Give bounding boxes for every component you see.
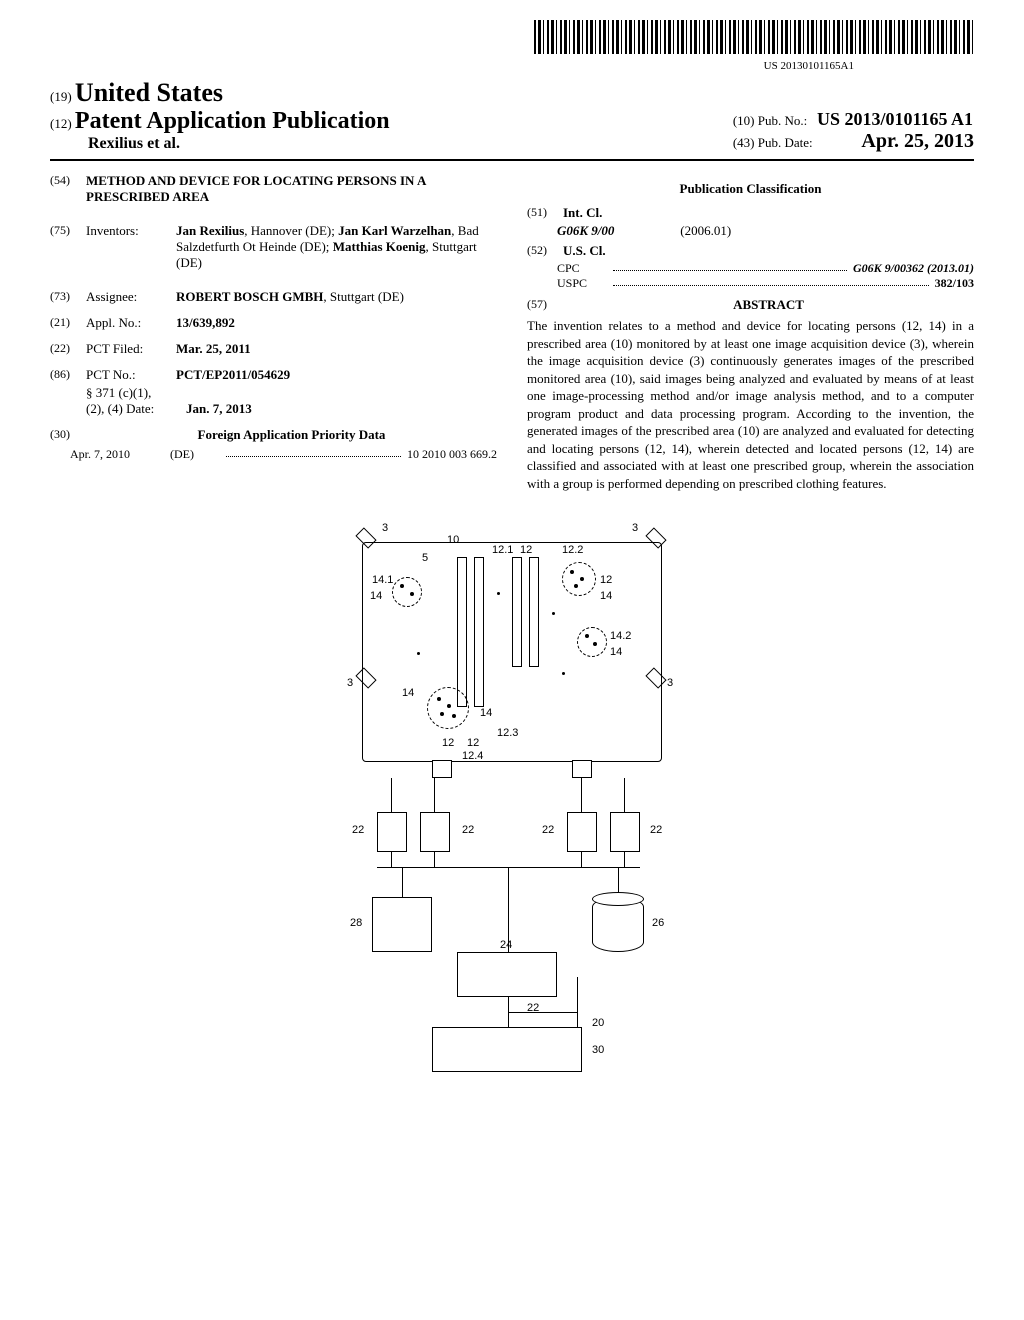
fig-label: 24: [500, 939, 512, 951]
pubno: US 2013/0101165 A1: [817, 109, 973, 129]
assignee: ROBERT BOSCH GMBH, Stuttgart (DE): [176, 289, 497, 305]
fig-label: 22: [650, 824, 662, 836]
abstract-text: The invention relates to a method and de…: [527, 317, 974, 492]
pubno-code: (10): [733, 113, 755, 128]
fig-label: 12.2: [562, 544, 583, 556]
pubdate-label: Pub. Date:: [758, 135, 813, 150]
barcode-number: US 20130101165A1: [50, 60, 854, 72]
fig-label: 3: [667, 677, 673, 689]
pctfiled: Mar. 25, 2011: [176, 341, 497, 357]
fig-label: 3: [347, 677, 353, 689]
fig-label: 12: [520, 544, 532, 556]
abstract-label: ABSTRACT: [563, 297, 974, 313]
left-column: (54) METHOD AND DEVICE FOR LOCATING PERS…: [50, 173, 497, 492]
intcl-label: Int. Cl.: [563, 205, 974, 221]
assignee-label: Assignee:: [86, 289, 176, 305]
fig-label: 22: [352, 824, 364, 836]
priority-code: (30): [50, 427, 86, 443]
applno-label: Appl. No.:: [86, 315, 176, 331]
uspc-label: USPC: [557, 276, 607, 291]
fig-label: 22: [542, 824, 554, 836]
fig-label: 14: [610, 646, 622, 658]
pubdate-code: (43): [733, 135, 755, 150]
s371-date: Jan. 7, 2013: [186, 401, 497, 417]
country: United States: [75, 78, 223, 107]
pctfiled-code: (22): [50, 341, 86, 357]
intcl-row: G06K 9/00 (2006.01): [527, 223, 974, 239]
fig-label: 12: [442, 737, 454, 749]
inventors-label: Inventors:: [86, 223, 176, 271]
uspc-row: USPC 382/103: [527, 276, 974, 291]
fig-label: 22: [527, 1002, 539, 1014]
intcl-class: G06K 9/00: [557, 223, 677, 239]
assignee-code: (73): [50, 289, 86, 305]
priority-num: 10 2010 003 669.2: [407, 447, 497, 462]
fig-label: 12.1: [492, 544, 513, 556]
cpc-row: CPC G06K 9/00362 (2013.01): [527, 261, 974, 276]
intcl-year: (2006.01): [680, 223, 731, 238]
fig-label: 12.3: [497, 727, 518, 739]
pctno-code: (86): [50, 367, 86, 383]
right-column: Publication Classification (51) Int. Cl.…: [527, 173, 974, 492]
uscl-label: U.S. Cl.: [563, 243, 974, 259]
document-header: (19) United States (12) Patent Applicati…: [50, 78, 974, 161]
doc-type: Patent Application Publication: [75, 108, 390, 134]
inventors-code: (75): [50, 223, 86, 271]
fig-label: 26: [652, 917, 664, 929]
inventors: Jan Rexilius, Hannover (DE); Jan Karl Wa…: [176, 223, 497, 271]
fig-label: 30: [592, 1044, 604, 1056]
fig-label: 22: [462, 824, 474, 836]
s371-sub: (2), (4) Date:: [86, 401, 186, 417]
priority-country: (DE): [170, 447, 220, 462]
abstract-code: (57): [527, 297, 563, 313]
bibliographic-columns: (54) METHOD AND DEVICE FOR LOCATING PERS…: [50, 173, 974, 492]
patent-figure: 3 3 3 3 10 5 12.1 12 12.2 14.1 14 12 14 …: [302, 522, 722, 1082]
figure-area: 3 3 3 3 10 5 12.1 12 12.2 14.1 14 12 14 …: [50, 522, 974, 1086]
applno-code: (21): [50, 315, 86, 331]
fig-label: 14: [370, 590, 382, 602]
priority-header: Foreign Application Priority Data: [86, 427, 497, 443]
fig-label: 3: [382, 522, 388, 534]
barcode-area: US 20130101165A1: [50, 20, 974, 72]
fig-label: 14: [600, 590, 612, 602]
applno: 13/639,892: [176, 315, 497, 331]
fig-label: 28: [350, 917, 362, 929]
title-code: (54): [50, 173, 86, 205]
pctno: PCT/EP2011/054629: [176, 367, 497, 383]
fig-label: 14.1: [372, 574, 393, 586]
fig-label: 14: [402, 687, 414, 699]
uscl-code: (52): [527, 243, 563, 259]
cpc-label: CPC: [557, 261, 607, 276]
fig-label: 12: [600, 574, 612, 586]
uspc-val: 382/103: [935, 276, 974, 291]
country-code: (19): [50, 89, 72, 104]
patent-title: METHOD AND DEVICE FOR LOCATING PERSONS I…: [86, 173, 497, 205]
barcode: [534, 20, 974, 54]
fig-label: 14: [480, 707, 492, 719]
pubclass-header: Publication Classification: [527, 181, 974, 197]
fig-label: 5: [422, 552, 428, 564]
s371-label: § 371 (c)(1),: [86, 385, 206, 401]
cpc-val: G06K 9/00362 (2013.01): [853, 261, 974, 276]
intcl-code: (51): [527, 205, 563, 221]
fig-label: 20: [592, 1017, 604, 1029]
fig-label: 10: [447, 534, 459, 546]
authors: Rexilius et al.: [50, 135, 390, 153]
fig-label: 14.2: [610, 630, 631, 642]
fig-label: 3: [632, 522, 638, 534]
fig-label: 12.4: [462, 750, 483, 762]
fig-label: 12: [467, 737, 479, 749]
doc-code: (12): [50, 116, 72, 131]
pubdate: Apr. 25, 2013: [861, 130, 974, 152]
priority-date: Apr. 7, 2010: [70, 447, 170, 462]
priority-row: Apr. 7, 2010 (DE) 10 2010 003 669.2: [50, 447, 497, 462]
pctno-label: PCT No.:: [86, 367, 176, 383]
pctfiled-label: PCT Filed:: [86, 341, 176, 357]
pubno-label: Pub. No.:: [758, 113, 807, 128]
